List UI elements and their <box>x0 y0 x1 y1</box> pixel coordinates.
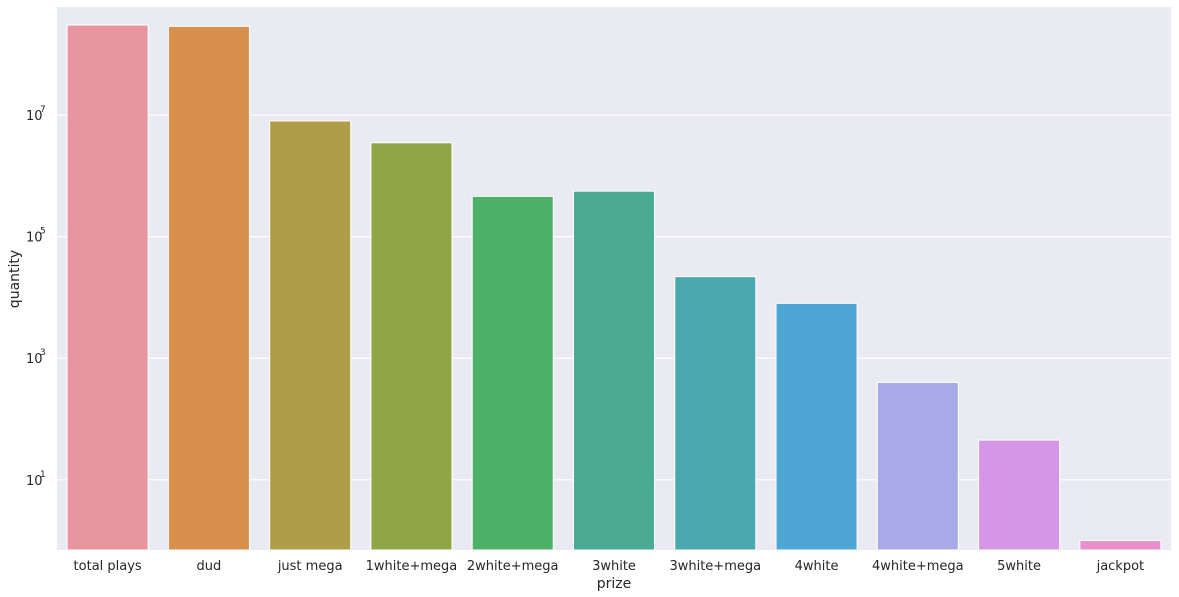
x-tick-label: 2white+mega <box>467 559 559 574</box>
y-tick-exponent: 5 <box>40 227 46 237</box>
bar-just-mega <box>269 120 352 551</box>
x-axis-ticks: total plays dud just mega 1white+mega 2white… <box>74 559 1145 574</box>
bar-jackpot <box>1079 540 1162 551</box>
x-tick-label: 3white+mega <box>669 559 761 574</box>
bar-3white <box>572 190 656 551</box>
x-tick-label: 4white <box>795 559 839 574</box>
x-tick-label: jackpot <box>1096 559 1145 574</box>
x-tick-label: 1white+mega <box>366 559 458 574</box>
y-tick-label: 10 <box>26 231 43 246</box>
y-tick-exponent: 1 <box>40 470 46 480</box>
bar-3white-mega <box>674 276 757 551</box>
y-tick-label: 10 <box>26 474 43 489</box>
bar-4white-mega <box>876 381 959 551</box>
y-tick-label: 10 <box>26 109 43 124</box>
x-tick-label: 3white <box>592 559 636 574</box>
x-axis-title: prize <box>597 576 632 592</box>
x-tick-label: 4white+mega <box>872 559 964 574</box>
bars <box>66 24 1162 551</box>
bar-2white-mega <box>471 195 554 551</box>
bar-5white <box>978 439 1061 551</box>
y-tick-label: 10 <box>26 352 43 367</box>
y-tick-exponent: 3 <box>40 348 46 358</box>
x-tick-label: total plays <box>74 559 142 574</box>
bar-4white <box>775 302 858 551</box>
x-tick-label: just mega <box>277 559 343 574</box>
y-tick-exponent: 7 <box>40 105 46 115</box>
x-tick-label: dud <box>197 559 222 574</box>
x-tick-label: 5white <box>997 559 1041 574</box>
bar-total-plays <box>66 24 149 551</box>
bar-1white-mega <box>370 142 453 551</box>
y-axis-title: quantity <box>7 250 23 308</box>
bar-dud <box>167 25 250 551</box>
